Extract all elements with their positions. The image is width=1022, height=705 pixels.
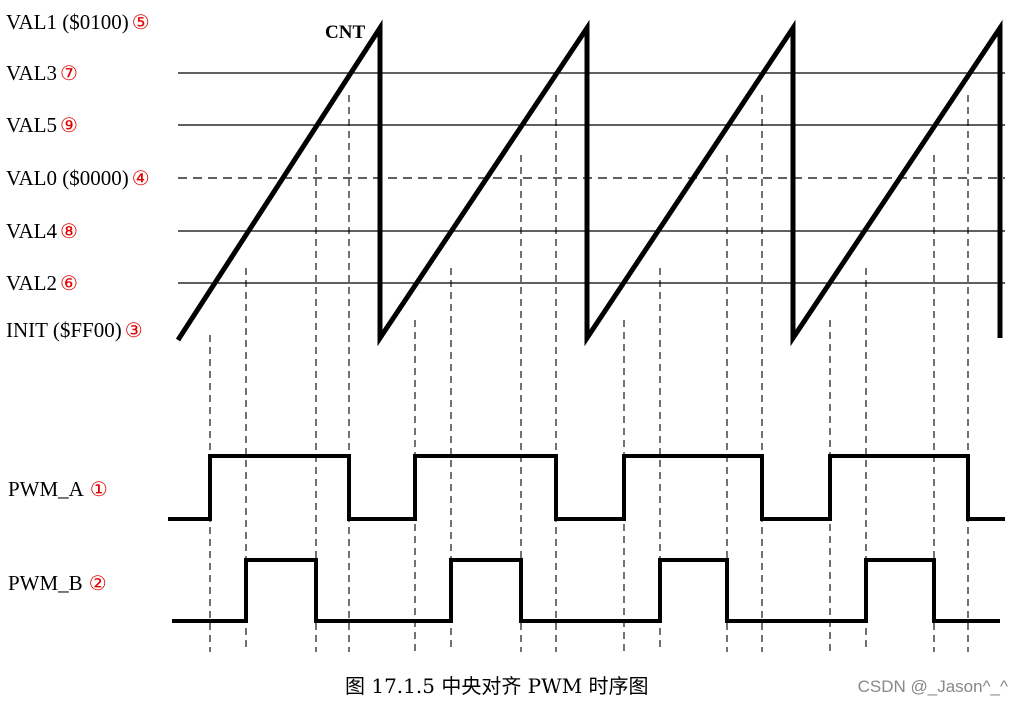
level-label: VAL3 ⑦ — [6, 61, 78, 85]
level-marker: ⑥ — [60, 271, 78, 295]
level-labels: VAL1 ($0100) ⑤ VAL3 ⑦ VAL5 ⑨ VAL0 ($0000) ④ VAL4… — [6, 10, 150, 342]
pwm-b-waveform — [172, 558, 1000, 623]
level-marker: ⑤ — [132, 10, 150, 34]
level-marker: ⑦ — [60, 61, 78, 85]
level-label: VAL0 ($0000) ④ — [6, 166, 150, 190]
level-name: VAL5 — [6, 113, 57, 137]
level-name: VAL0 ($0000) — [6, 166, 129, 190]
counter-waveform — [175, 19, 1003, 347]
level-marker: ⑧ — [60, 219, 78, 243]
level-name: VAL3 — [6, 61, 57, 85]
watermark: CSDN @_Jason^_^ — [858, 677, 1008, 696]
signal-marker: ② — [89, 571, 107, 595]
level-name: VAL2 — [6, 271, 57, 295]
level-name: VAL4 — [6, 219, 57, 243]
pwm-a-waveform — [168, 454, 1005, 521]
caption: 图 17.1.5 中央对齐 PWM 时序图 — [345, 674, 649, 698]
signal-name: PWM_B — [8, 571, 83, 595]
level-marker: ④ — [132, 166, 150, 190]
level-label: VAL2 ⑥ — [6, 271, 78, 295]
signal-label: PWM_B ② — [8, 571, 107, 595]
counter-label: CNT — [325, 22, 365, 43]
signal-label: PWM_A ① — [8, 477, 108, 501]
level-label: INIT ($FF00) ③ — [6, 318, 143, 342]
signal-name: PWM_A — [8, 477, 85, 501]
level-name: INIT ($FF00) — [6, 318, 122, 342]
level-label: VAL4 ⑧ — [6, 219, 78, 243]
level-name: VAL1 ($0100) — [6, 10, 129, 34]
level-label: VAL5 ⑨ — [6, 113, 78, 137]
level-label: VAL1 ($0100) ⑤ — [6, 10, 150, 34]
level-marker: ⑨ — [60, 113, 78, 137]
signal-marker: ① — [90, 477, 108, 501]
level-marker: ③ — [125, 318, 143, 342]
